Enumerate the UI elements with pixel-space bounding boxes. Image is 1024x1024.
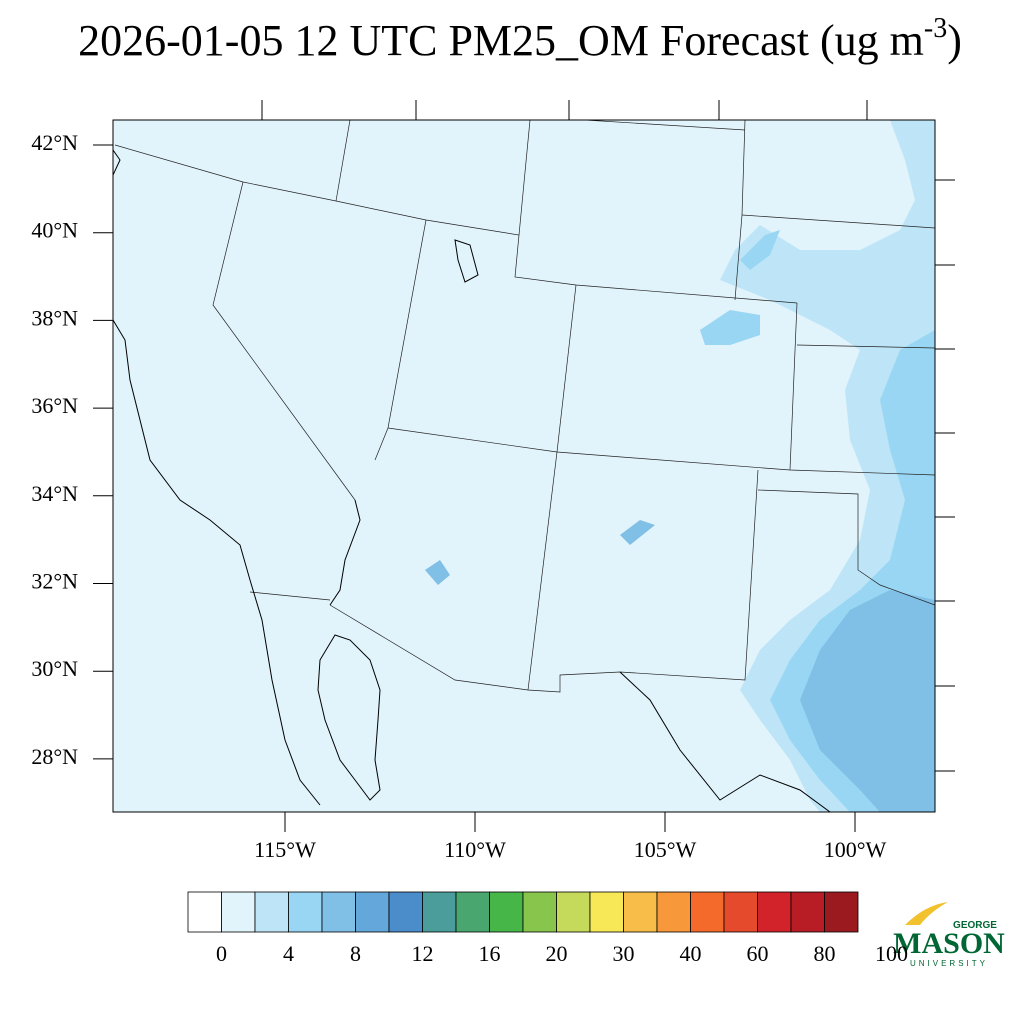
lat-tick-label: 28°N bbox=[31, 744, 78, 769]
colorbar-box bbox=[656, 891, 691, 933]
colorbar-box bbox=[589, 891, 624, 933]
lat-tick-label: 38°N bbox=[31, 305, 78, 330]
colorbar-label: 16 bbox=[479, 941, 501, 966]
pm-shade bbox=[915, 120, 935, 190]
pm-shade bbox=[620, 520, 655, 545]
colorbar-box bbox=[824, 891, 859, 933]
logo-bottom: UNIVERSITY bbox=[910, 959, 988, 968]
colorbar-box bbox=[388, 891, 423, 933]
lon-tick-label: 105°W bbox=[634, 837, 697, 862]
colorbar-box bbox=[522, 891, 557, 933]
colorbar-label: 40 bbox=[680, 941, 702, 966]
colorbar-box bbox=[723, 891, 758, 933]
colorbar-label: 80 bbox=[814, 941, 836, 966]
coastlines bbox=[113, 149, 831, 812]
title-main: 2026-01-05 12 UTC PM25_OM Forecast (ug m bbox=[78, 16, 924, 65]
pm-shade bbox=[700, 310, 760, 345]
colorbar-box bbox=[757, 891, 792, 933]
title: 2026-01-05 12 UTC PM25_OM Forecast (ug m… bbox=[78, 13, 962, 65]
colorbar-label: 4 bbox=[283, 941, 294, 966]
colorbar-label: 30 bbox=[613, 941, 635, 966]
lat-tick-label: 36°N bbox=[31, 393, 78, 418]
logo-main: MASON bbox=[893, 927, 1005, 960]
colorbar-box bbox=[556, 891, 591, 933]
colorbar-box bbox=[489, 891, 524, 933]
pm-shade bbox=[425, 560, 450, 585]
colorbar-box bbox=[790, 891, 825, 933]
colorbar-box bbox=[187, 891, 222, 933]
lon-tick-label: 115°W bbox=[254, 837, 316, 862]
lon-tick-label: 100°W bbox=[824, 837, 887, 862]
map-frame bbox=[112, 119, 936, 813]
map bbox=[113, 120, 935, 812]
state-borders bbox=[114, 120, 935, 693]
colorbar-label: 0 bbox=[216, 941, 227, 966]
lat-tick-label: 42°N bbox=[31, 130, 78, 155]
lat-tick-label: 30°N bbox=[31, 656, 78, 681]
colorbar-label: 60 bbox=[747, 941, 769, 966]
title-sup: -3 bbox=[924, 13, 947, 44]
pm-shade bbox=[740, 230, 780, 270]
colorbar-label: 8 bbox=[350, 941, 361, 966]
colorbar-box bbox=[254, 891, 289, 933]
frame-ticks bbox=[261, 100, 955, 772]
lat-tick-label: 32°N bbox=[31, 569, 78, 594]
colorbar-label: 12 bbox=[412, 941, 434, 966]
lat-tick-label: 34°N bbox=[31, 481, 78, 506]
colorbar-box bbox=[690, 891, 725, 933]
colorbar-box bbox=[321, 891, 356, 933]
colorbar-box bbox=[355, 891, 390, 933]
colorbar-box bbox=[455, 891, 490, 933]
logo: GEORGE MASON UNIVERSITY bbox=[893, 902, 1005, 968]
colorbar-label: 20 bbox=[546, 941, 568, 966]
lon-tick-label: 110°W bbox=[444, 837, 506, 862]
colorbar-label: 100 bbox=[875, 941, 908, 966]
title-close: ) bbox=[947, 16, 962, 65]
colorbar-box bbox=[623, 891, 658, 933]
logo-swoosh bbox=[905, 902, 948, 925]
pm-shade bbox=[800, 590, 935, 812]
colorbar-box bbox=[288, 891, 323, 933]
logo-top: GEORGE bbox=[953, 920, 997, 931]
lat-tick-label: 40°N bbox=[31, 218, 78, 243]
colorbar-box bbox=[221, 891, 256, 933]
colorbar-box bbox=[422, 891, 457, 933]
